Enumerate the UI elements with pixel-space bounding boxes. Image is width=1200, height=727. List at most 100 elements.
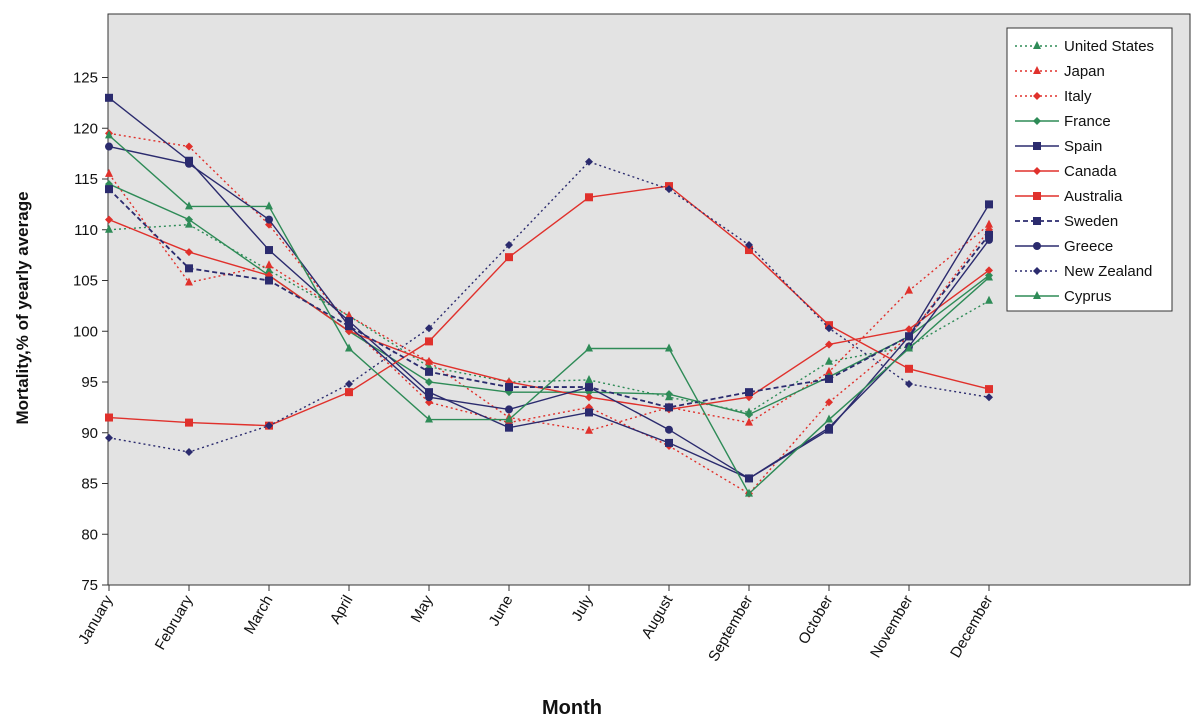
data-point-japan — [345, 311, 353, 320]
data-point-australia — [105, 413, 113, 422]
series-line-japan — [108, 173, 990, 432]
data-point-spain — [505, 423, 513, 432]
legend-item-united-states: United States — [1015, 38, 1154, 55]
data-point-greece — [985, 235, 993, 244]
data-point-new-zealand — [185, 448, 193, 457]
series-line-cyprus — [108, 134, 990, 495]
data-point-france — [745, 410, 753, 419]
data-point-japan — [265, 260, 273, 269]
legend-item-greece: Greece — [1015, 238, 1113, 255]
data-point-greece — [105, 142, 113, 151]
data-point-new-zealand — [665, 185, 673, 194]
data-point-sweden — [745, 388, 753, 397]
series-line-greece — [108, 145, 990, 480]
data-point-sweden — [265, 276, 273, 285]
data-point-australia — [985, 385, 993, 394]
data-point-new-zealand — [425, 324, 433, 333]
legend-label: Cyprus — [1064, 288, 1112, 305]
data-point-spain — [665, 438, 673, 447]
data-point-cyprus — [585, 343, 593, 352]
data-point-cyprus — [345, 343, 353, 352]
y-tick-label: 105 — [73, 273, 98, 290]
data-point-spain — [425, 388, 433, 397]
data-point-united-states — [425, 361, 433, 370]
data-point-new-zealand — [585, 157, 593, 166]
y-tick-label: 95 — [81, 374, 98, 391]
data-point-sweden — [825, 374, 833, 383]
x-tick-label: June — [485, 593, 516, 630]
data-point-new-zealand — [745, 240, 753, 249]
y-tick-label: 110 — [74, 222, 98, 239]
data-point-united-states — [105, 224, 113, 233]
data-point-greece — [585, 383, 593, 392]
data-point-united-states — [185, 219, 193, 228]
data-point-united-states — [825, 356, 833, 365]
data-point-united-states — [265, 265, 273, 274]
data-point-cyprus — [425, 414, 433, 423]
data-point-greece — [425, 393, 433, 402]
data-point-japan — [105, 168, 113, 177]
series-line-france — [108, 183, 990, 416]
data-point-new-zealand — [105, 433, 113, 442]
data-point-canada — [425, 357, 433, 366]
y-tick-label: 120 — [73, 120, 98, 137]
data-point-spain — [345, 317, 353, 326]
data-point-new-zealand — [505, 240, 513, 249]
data-point-australia — [425, 337, 433, 346]
series-line-italy — [108, 132, 990, 495]
data-point-italy — [185, 142, 193, 151]
legend-item-new-zealand: New Zealand — [1015, 263, 1152, 280]
data-point-australia — [905, 364, 913, 373]
data-point-new-zealand — [265, 421, 273, 430]
data-point-cyprus — [665, 343, 673, 352]
series-cyprus — [105, 130, 993, 497]
data-point-greece — [665, 425, 673, 434]
data-point-france — [185, 215, 193, 224]
x-tick-label: December — [947, 593, 996, 661]
legend-marker — [1033, 217, 1041, 225]
data-point-cyprus — [185, 201, 193, 210]
data-point-cyprus — [265, 201, 273, 210]
data-point-united-states — [585, 374, 593, 383]
data-point-australia — [505, 253, 513, 262]
data-point-australia — [185, 418, 193, 427]
series-line-canada — [108, 218, 990, 411]
series-layer — [105, 93, 993, 498]
data-point-greece — [185, 159, 193, 168]
x-tick-label: May — [408, 592, 437, 625]
x-tick-label: January — [75, 592, 117, 647]
legend-label: Canada — [1064, 163, 1117, 180]
legend-item-spain: Spain — [1015, 138, 1102, 155]
x-axis-title: Month — [542, 697, 602, 719]
data-point-france — [665, 390, 673, 399]
y-tick-label: 75 — [81, 577, 98, 594]
data-point-greece — [745, 474, 753, 483]
data-point-cyprus — [105, 130, 113, 139]
legend-marker — [1033, 142, 1041, 150]
data-point-spain — [105, 93, 113, 102]
data-point-new-zealand — [905, 380, 913, 389]
y-tick-label: 125 — [73, 70, 98, 87]
x-tick-label: August — [638, 592, 676, 642]
data-point-france — [425, 378, 433, 386]
data-point-canada — [585, 393, 593, 402]
series-line-united-states — [108, 223, 990, 414]
legend-marker — [1033, 117, 1041, 125]
series-line-sweden — [108, 188, 990, 409]
legend-item-japan: Japan — [1015, 63, 1105, 80]
y-tick-label: 80 — [81, 526, 98, 543]
data-point-greece — [345, 322, 353, 331]
legend-item-italy: Italy — [1015, 88, 1092, 105]
data-point-australia — [745, 246, 753, 255]
data-point-sweden — [105, 185, 113, 194]
data-point-japan — [585, 425, 593, 434]
data-point-sweden — [505, 383, 513, 392]
legend-marker — [1033, 267, 1041, 275]
legend-item-australia: Australia — [1015, 188, 1123, 205]
legend-label: Italy — [1064, 88, 1092, 105]
legend-marker — [1033, 66, 1041, 74]
x-tick-label: November — [867, 593, 916, 661]
legend: United States Japan Italy France Spain Canada… — [1006, 27, 1173, 312]
legend-marker — [1033, 192, 1041, 200]
legend-item-canada: Canada — [1015, 163, 1117, 180]
